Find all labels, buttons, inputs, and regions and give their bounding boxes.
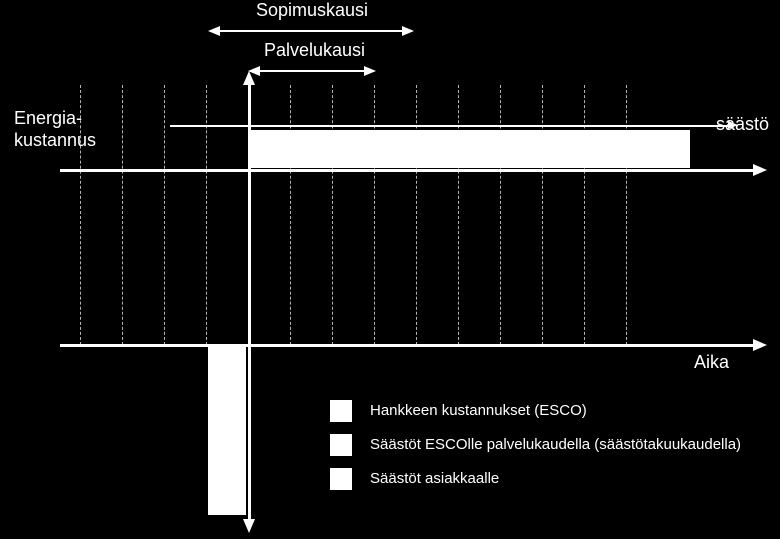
y-axis-label-1: Energia- [14,108,82,129]
y-axis-label-2: kustannus [14,130,96,151]
y-axis-arrow-up-icon [243,71,255,85]
sopimuskausi-label: Sopimuskausi [256,0,368,21]
legend: Hankkeen kustannukset (ESCO) Säästöt ESC… [330,400,741,502]
y-axis [248,81,251,523]
legend-swatch [330,468,352,490]
y-axis-arrow-down-icon [243,519,255,533]
x-axis-lower [60,344,755,347]
legend-item: Säästöt asiakkaalle [330,468,741,490]
legend-text: Säästöt ESCOlle palvelukaudella (säästöt… [370,436,741,454]
x-axis-upper-arrow-icon [753,164,767,176]
legend-item: Säästöt ESCOlle palvelukaudella (säästöt… [330,434,741,456]
savings-bar [250,130,690,168]
saasto-line [170,125,730,127]
legend-text: Säästöt asiakkaalle [370,470,499,488]
chart-area [60,85,760,345]
x-axis-label: Aika [694,352,729,373]
legend-swatch [330,400,352,422]
x-axis-upper [60,169,755,172]
legend-swatch [330,434,352,456]
legend-text: Hankkeen kustannukset (ESCO) [370,402,587,420]
legend-item: Hankkeen kustannukset (ESCO) [330,400,741,422]
palvelukausi-label: Palvelukausi [264,40,365,61]
x-axis-lower-arrow-icon [753,339,767,351]
saasto-label: säästö [716,114,769,135]
cost-bar [208,347,246,515]
